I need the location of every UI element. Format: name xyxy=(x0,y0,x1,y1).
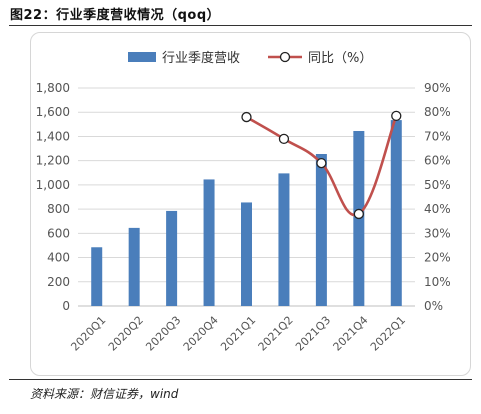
yoy-point xyxy=(241,111,252,123)
y-left-tick-label: 1,800 xyxy=(36,81,70,95)
chart-panel xyxy=(30,32,471,376)
y-right-tick-label: 40% xyxy=(424,202,451,216)
bar xyxy=(241,202,252,306)
yoy-point xyxy=(278,133,290,145)
y-left-tick-label: 1,200 xyxy=(36,154,70,168)
y-axis-right: 0% 10% 20% 30% 40% 50% 60% 70% 80% 90% xyxy=(424,81,451,313)
legend-line-label: 同比（%） xyxy=(308,51,372,66)
bar xyxy=(166,210,178,306)
x-tick-label: 2021Q3 xyxy=(293,314,333,354)
legend: 行业季度营收 同比（%） xyxy=(128,50,372,66)
y-right-tick-label: 50% xyxy=(424,178,451,192)
y-right-tick-label: 0% xyxy=(424,299,443,313)
x-tick-label: 2020Q4 xyxy=(181,314,221,354)
y-right-tick-label: 10% xyxy=(424,275,451,289)
x-tick-label: 2021Q1 xyxy=(218,314,258,354)
y-right-tick-label: 30% xyxy=(424,226,451,240)
x-tick-label: 2022Q1 xyxy=(368,314,408,354)
y-left-tick-label: 800 xyxy=(47,202,70,216)
bar xyxy=(91,247,103,306)
x-tick-label: 2020Q1 xyxy=(68,314,108,354)
x-tick-label: 2020Q2 xyxy=(106,314,146,354)
source-rule xyxy=(9,379,472,380)
yoy-line xyxy=(245,115,398,217)
y-left-tick-label: 1,000 xyxy=(36,178,70,192)
line-series xyxy=(241,110,402,220)
y-left-tick-label: 400 xyxy=(47,251,70,265)
y-right-tick-label: 80% xyxy=(424,105,451,119)
bar xyxy=(278,173,290,306)
bar xyxy=(315,154,327,306)
x-axis: 2020Q12020Q22020Q32020Q42021Q12021Q22021… xyxy=(68,314,408,354)
bar xyxy=(390,120,402,306)
bar xyxy=(128,227,140,306)
yoy-point xyxy=(391,110,402,122)
y-left-tick-label: 1,400 xyxy=(36,129,70,143)
y-axis-left: 0 200 400 600 800 1,000 1,200 1,400 1,600 1,800 xyxy=(36,81,70,313)
y-right-tick-label: 70% xyxy=(424,129,451,143)
y-left-tick-label: 0 xyxy=(62,299,70,313)
y-left-tick-label: 600 xyxy=(47,226,70,240)
y-left-tick-label: 1,600 xyxy=(36,105,70,119)
y-left-tick-label: 200 xyxy=(47,275,70,289)
legend-bar-swatch xyxy=(128,52,156,62)
x-tick-label: 2021Q4 xyxy=(331,314,371,354)
y-right-tick-label: 20% xyxy=(424,251,451,265)
yoy-point xyxy=(353,208,364,220)
chart: 0 200 400 600 800 1,000 1,200 1,400 1,600 1,800 0… xyxy=(36,50,451,354)
source-note: 资料来源：财信证券，wind xyxy=(30,387,179,401)
y-right-tick-label: 60% xyxy=(424,154,451,168)
bar xyxy=(203,179,215,306)
y-right-tick-label: 90% xyxy=(424,81,451,95)
legend-bar-label: 行业季度营收 xyxy=(162,50,240,66)
title-rule xyxy=(9,25,472,26)
figure-title: 图22：行业季度营收情况（qoq） xyxy=(10,8,221,23)
x-tick-label: 2020Q3 xyxy=(143,314,183,354)
legend-line-marker xyxy=(279,51,291,63)
x-tick-label: 2021Q2 xyxy=(256,314,296,354)
yoy-point xyxy=(316,157,327,169)
